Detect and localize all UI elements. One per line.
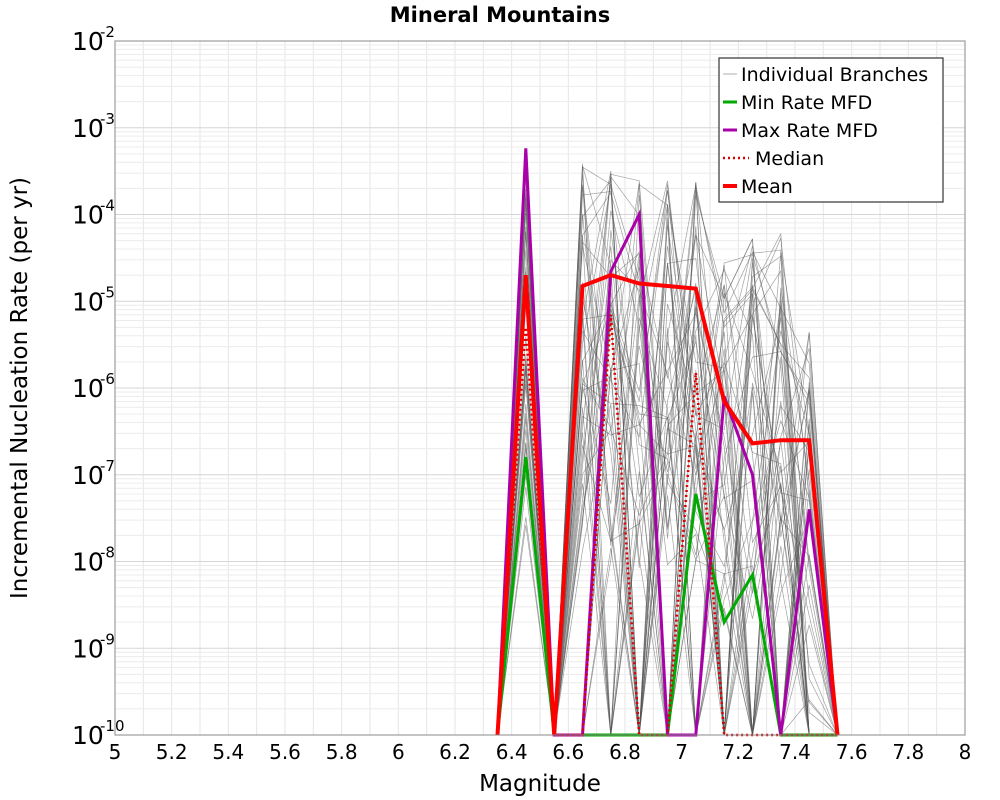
y-tick-base: 10 [72, 114, 104, 143]
x-tick-label: 7.8 [892, 740, 924, 764]
legend-label: Max Rate MFD [741, 120, 878, 142]
y-tick-label: 10-3 [72, 110, 115, 143]
x-tick-label: 6 [392, 740, 405, 764]
x-tick-label: 6.6 [552, 740, 584, 764]
chart-title: Mineral Mountains [390, 3, 610, 27]
y-tick-exponent: -8 [100, 544, 115, 562]
y-tick-label: 10-2 [72, 23, 115, 56]
x-tick-label: 5.2 [156, 740, 188, 764]
x-tick-label: 5.6 [269, 740, 301, 764]
x-tick-label: 7.6 [836, 740, 868, 764]
legend-label: Median [755, 148, 824, 170]
y-axis-label: Incremental Nucleation Rate (per yr) [7, 177, 33, 599]
legend-entry: Median [723, 148, 824, 170]
x-tick-label: 5.4 [212, 740, 244, 764]
y-tick-exponent: -3 [100, 110, 115, 128]
y-tick-exponent: -4 [100, 197, 115, 215]
legend-label: Min Rate MFD [741, 92, 872, 114]
y-tick-base: 10 [72, 548, 104, 577]
x-tick-label: 8 [959, 740, 972, 764]
y-tick-base: 10 [72, 721, 104, 750]
summary-series [495, 148, 840, 737]
y-tick-exponent: -9 [100, 630, 115, 648]
y-tick-base: 10 [72, 461, 104, 490]
y-tick-exponent: -10 [100, 717, 125, 735]
y-tick-exponent: -6 [100, 370, 115, 388]
y-tick-label: 10-10 [72, 717, 125, 750]
legend-entry: Mean [723, 176, 793, 198]
legend: Individual Branches Min Rate MFD Max Rate … [718, 57, 944, 203]
y-tick-base: 10 [72, 201, 104, 230]
y-tick-exponent: -2 [100, 23, 115, 41]
legend-box [718, 57, 944, 203]
y-tick-exponent: -7 [100, 457, 115, 475]
y-tick-label: 10-4 [72, 197, 115, 230]
y-tick-label: 10-8 [72, 544, 115, 577]
x-tick-label: 5 [109, 740, 122, 764]
x-tick-label: 6.8 [609, 740, 641, 764]
y-tick-label: 10-9 [72, 630, 115, 663]
y-tick-base: 10 [72, 27, 104, 56]
legend-entry: Max Rate MFD [723, 120, 878, 142]
x-tick-label: 7 [675, 740, 688, 764]
y-tick-label: 10-5 [72, 283, 115, 316]
plot-area-frame [114, 40, 966, 736]
y-tick-base: 10 [72, 287, 104, 316]
y-tick-label: 10-6 [72, 370, 115, 403]
x-axis-ticks: 5 5.2 5.4 5.6 5.8 6 6.2 6.4 6.6 6.8 7 7.2 7.4 7.6 7.8 8 [109, 740, 972, 764]
x-tick-label: 6.4 [496, 740, 528, 764]
x-axis-label: Magnitude [479, 771, 601, 797]
y-tick-exponent: -5 [100, 283, 115, 301]
legend-entry: Individual Branches [723, 64, 928, 86]
y-tick-base: 10 [72, 374, 104, 403]
y-tick-base: 10 [72, 634, 104, 663]
legend-label: Individual Branches [741, 64, 928, 86]
x-tick-label: 7.2 [722, 740, 754, 764]
legend-label: Mean [741, 176, 793, 198]
x-tick-label: 7.4 [779, 740, 811, 764]
y-tick-label: 10-7 [72, 457, 115, 490]
x-tick-label: 6.2 [439, 740, 471, 764]
x-tick-label: 5.8 [326, 740, 358, 764]
legend-entry: Min Rate MFD [723, 92, 872, 114]
